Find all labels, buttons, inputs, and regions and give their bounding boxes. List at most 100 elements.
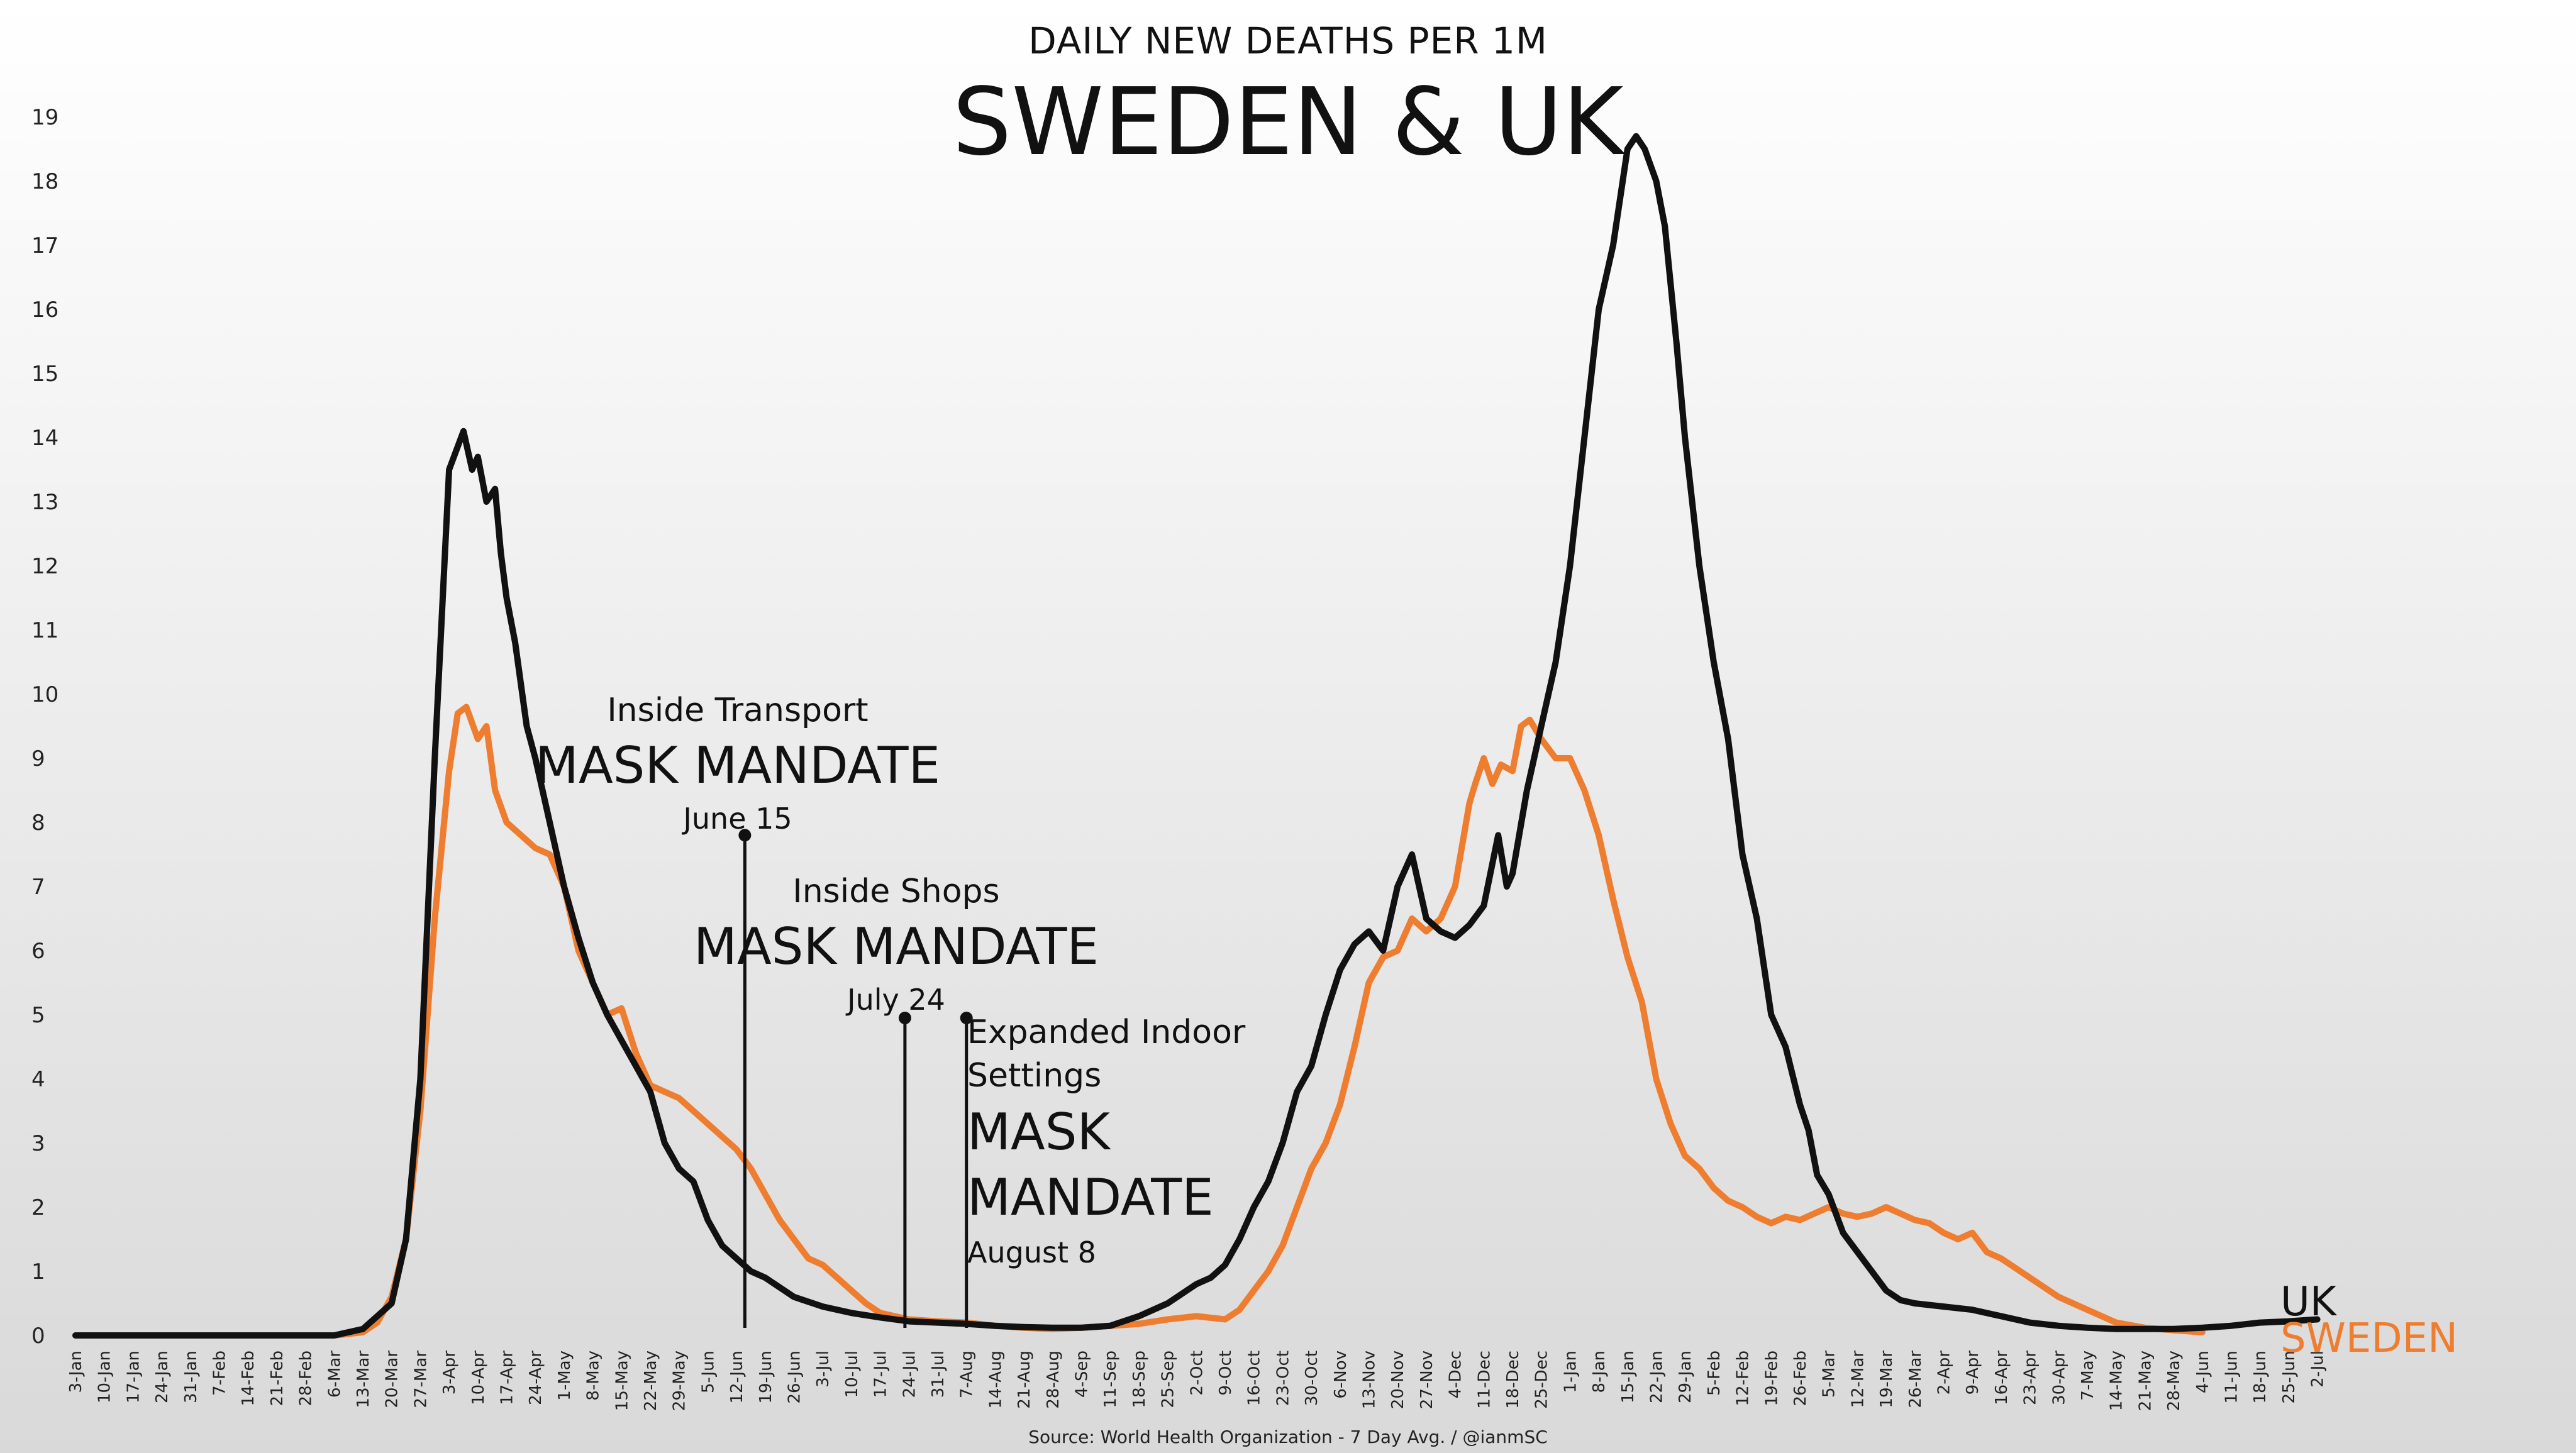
annotation-transport-context: Inside Transport	[607, 692, 868, 729]
x-tick-label: 10-Jan	[96, 1351, 114, 1403]
x-tick-label: 8-Jan	[1590, 1351, 1609, 1393]
x-tick-label: 17-Jul	[872, 1351, 891, 1398]
x-axis: 3-Jan 10-Jan 17-Jan 24-Jan 31-Jan 7-Feb 14-Feb…	[67, 1351, 2328, 1412]
y-tick-label: 12	[31, 554, 58, 579]
x-tick-label: 23-Oct	[1274, 1351, 1292, 1406]
annotation-transport-title: MASK MANDATE	[535, 736, 940, 795]
y-tick-label: 11	[31, 618, 58, 643]
x-tick-label: 18-Sep	[1130, 1351, 1149, 1408]
y-tick-label: 14	[31, 426, 58, 451]
x-tick-label: 25-Dec	[1533, 1351, 1552, 1409]
x-tick-label: 9-Apr	[1963, 1351, 1982, 1395]
x-tick-label: 5-Mar	[1820, 1351, 1839, 1398]
annotation-indoor-date: August 8	[967, 1235, 1096, 1269]
annotation-shops-context: Inside Shops	[792, 873, 999, 910]
x-tick-label: 11-Sep	[1101, 1351, 1120, 1408]
y-tick-label: 4	[31, 1067, 45, 1092]
y-tick-label: 15	[31, 362, 58, 387]
series-line-uk	[72, 133, 2321, 1339]
x-tick-label: 27-Nov	[1418, 1351, 1436, 1409]
x-tick-label: 18-Jun	[2251, 1351, 2270, 1404]
legend-uk: UK	[2280, 1279, 2338, 1325]
x-tick-label: 8-May	[584, 1351, 603, 1401]
x-tick-label: 12-Feb	[1734, 1351, 1753, 1406]
x-tick-label: 4-Sep	[1073, 1351, 1092, 1398]
annotation-shops-date: July 24	[845, 983, 945, 1017]
x-tick-label: 14-Feb	[239, 1351, 258, 1406]
x-tick-label: 22-Jan	[1648, 1351, 1667, 1403]
x-tick-label: 17-Apr	[498, 1351, 517, 1405]
x-tick-label: 12-Jun	[728, 1351, 747, 1404]
y-tick-label: 19	[31, 105, 58, 130]
y-tick-label: 1	[31, 1259, 45, 1284]
x-tick-label: 6-Mar	[325, 1351, 344, 1398]
source-note: Source: World Health Organization - 7 Da…	[1028, 1427, 1548, 1447]
x-tick-label: 6-Nov	[1331, 1351, 1350, 1399]
series-lines	[72, 133, 2321, 1339]
y-tick-label: 8	[31, 810, 45, 836]
x-tick-label: 3-Apr	[440, 1351, 459, 1395]
x-tick-label: 28-May	[2165, 1351, 2184, 1411]
annotation-indoor-title-1: MASK	[967, 1103, 1112, 1161]
y-tick-label: 16	[31, 297, 58, 323]
x-tick-label: 19-Jun	[757, 1351, 775, 1404]
x-tick-label: 14-Aug	[986, 1351, 1005, 1409]
annotation-indoor-marker	[960, 1012, 973, 1025]
y-tick-label: 17	[31, 233, 58, 258]
annotation-indoor-context-2: Settings	[967, 1057, 1101, 1095]
annotation-shops: Inside Shops MASK MANDATE July 24	[694, 873, 1099, 1328]
x-tick-label: 28-Aug	[1044, 1351, 1063, 1409]
x-tick-label: 20-Nov	[1389, 1351, 1407, 1409]
y-tick-label: 13	[31, 490, 58, 515]
x-tick-label: 18-Dec	[1504, 1351, 1523, 1409]
x-tick-label: 25-Sep	[1159, 1351, 1178, 1408]
x-tick-label: 3-Jul	[814, 1351, 833, 1388]
x-tick-label: 30-Apr	[2050, 1351, 2068, 1405]
x-tick-label: 21-May	[2136, 1351, 2155, 1411]
annotation-shops-title: MASK MANDATE	[694, 917, 1099, 976]
x-tick-label: 1-May	[555, 1351, 574, 1401]
x-tick-label: 17-Jan	[124, 1351, 143, 1403]
x-tick-label: 7-May	[2079, 1351, 2097, 1401]
x-tick-label: 4-Dec	[1446, 1351, 1465, 1398]
x-tick-label: 16-Oct	[1245, 1351, 1264, 1406]
x-tick-label: 20-Mar	[383, 1351, 402, 1408]
y-tick-label: 5	[31, 1003, 45, 1028]
chart-title: SWEDEN & UK	[953, 68, 1626, 176]
x-tick-label: 15-Jan	[1619, 1351, 1638, 1403]
x-tick-label: 3-Jan	[67, 1351, 86, 1393]
x-tick-label: 24-Jul	[900, 1351, 919, 1398]
annotation-transport-date: June 15	[681, 802, 792, 836]
annotation-transport-marker	[738, 829, 752, 842]
legend-sweden: SWEDEN	[2280, 1315, 2458, 1362]
y-tick-label: 9	[31, 746, 45, 771]
x-tick-label: 2-Oct	[1187, 1351, 1206, 1396]
y-tick-label: 3	[31, 1131, 45, 1156]
x-tick-label: 15-May	[613, 1351, 631, 1411]
x-tick-label: 7-Feb	[211, 1351, 230, 1396]
x-tick-label: 10-Apr	[469, 1351, 488, 1405]
x-tick-label: 19-Feb	[1762, 1351, 1781, 1406]
annotation-indoor: Expanded Indoor Settings MASK MANDATE Au…	[960, 1012, 1246, 1328]
annotation-indoor-context-1: Expanded Indoor	[967, 1014, 1246, 1051]
x-tick-label: 13-Nov	[1360, 1351, 1379, 1409]
y-tick-label: 10	[31, 682, 58, 707]
y-tick-label: 2	[31, 1195, 45, 1220]
y-tick-label: 6	[31, 939, 45, 964]
x-tick-label: 2-Apr	[1935, 1351, 1954, 1395]
x-tick-label: 26-Jun	[786, 1351, 804, 1404]
x-tick-label: 2-Jul	[2309, 1351, 2328, 1388]
x-tick-label: 11-Dec	[1475, 1351, 1494, 1409]
x-tick-label: 13-Mar	[354, 1351, 373, 1408]
x-tick-label: 24-Jan	[153, 1351, 172, 1403]
x-tick-label: 28-Feb	[297, 1351, 316, 1406]
x-tick-label: 27-Mar	[411, 1351, 430, 1408]
x-tick-label: 11-Jun	[2223, 1351, 2241, 1404]
x-tick-label: 5-Feb	[1705, 1351, 1724, 1396]
x-tick-label: 26-Feb	[1791, 1351, 1810, 1406]
x-tick-label: 29-Jan	[1676, 1351, 1695, 1403]
x-tick-label: 21-Feb	[268, 1351, 287, 1406]
x-tick-label: 19-Mar	[1877, 1351, 1896, 1408]
